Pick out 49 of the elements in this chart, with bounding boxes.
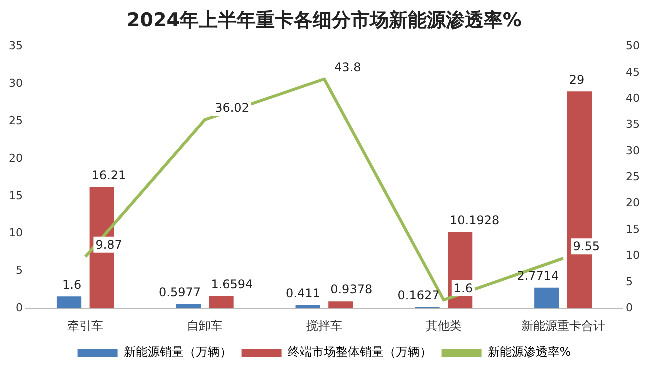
data-label: 0.411 [286,286,320,301]
data-label: 1.6 [62,278,82,292]
y-tick-label: 30 [8,77,23,90]
data-label: 43.8 [334,60,362,74]
data-label: 10.1928 [450,213,500,228]
x-tick-label: 自卸车 [187,318,224,333]
data-label: 9.87 [96,238,122,252]
bar [176,304,201,309]
y-tick-label: 15 [8,189,23,202]
x-tick-label: 牵引车 [68,318,104,333]
data-label: 2.7714 [517,268,560,283]
y2-tick-label: 10 [626,249,640,262]
data-label: 16.21 [92,168,126,182]
data-label: 0.9378 [330,282,373,297]
y2-tick-label: 40 [626,92,640,106]
x-tick-label: 新能源重卡合计 [521,318,606,333]
y2-tick-label: 0 [626,301,634,314]
y2-tick-label: 50 [626,40,640,53]
data-label: 9.55 [573,240,600,254]
legend-label: 新能源销量（万辆） [124,345,232,360]
y2-tick-label: 45 [626,66,640,79]
y-tick-label: 35 [8,40,23,53]
bar [209,296,234,309]
y2-tick-label: 15 [626,222,640,236]
y2-tick-label: 35 [626,118,640,132]
y-tick-label: 20 [8,152,23,165]
data-label: 36.02 [215,101,250,116]
data-label: 0.1627 [398,288,440,303]
data-label: 1.6594 [211,277,254,292]
y2-tick-label: 25 [626,170,640,184]
bar [56,296,82,309]
chart-title: 2024年上半年重卡各细分市场新能源渗透率% [127,9,522,32]
x-tick-label: 其他类 [426,318,462,333]
legend-label: 终端市场整体销量（万辆） [288,345,432,360]
legend-label: 新能源渗透率% [488,345,572,360]
y-tick-label: 10 [8,226,23,240]
bar [296,306,320,309]
y-tick-label: 5 [16,264,23,278]
y-tick-label: 25 [8,114,23,128]
y2-tick-label: 20 [626,196,640,210]
bar [534,288,560,309]
x-tick-label: 搅拌车 [306,318,342,333]
y2-tick-label: 30 [626,144,640,158]
y-tick-label: 0 [16,301,23,314]
data-label: 1.6 [454,281,473,296]
data-label: 29 [569,72,585,87]
y2-tick-label: 5 [626,275,634,288]
bar [328,302,354,309]
data-label: 0.5977 [158,285,201,300]
